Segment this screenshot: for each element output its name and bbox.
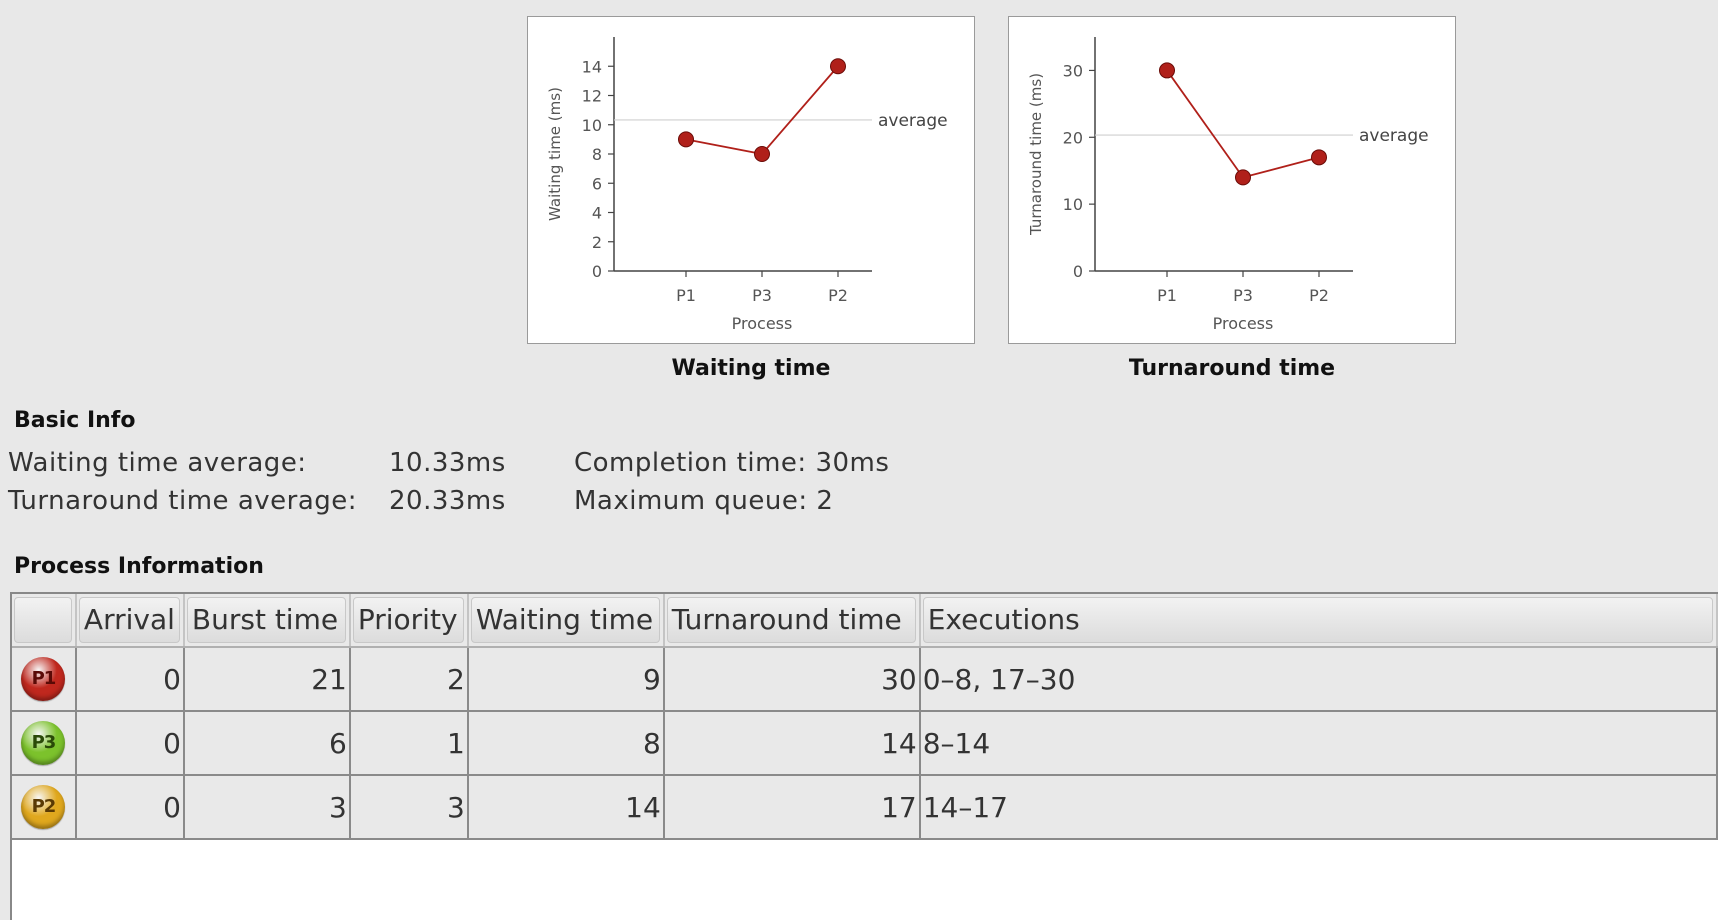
turnaround-time-chart: 0 10 20 30 Turnaround time (ms) P1 P3 P2 Process… — [1008, 16, 1456, 344]
waiting-chart-x-tick-label: P2 — [828, 286, 848, 305]
arrival-cell: 0 — [75, 775, 185, 840]
priority-cell: 1 — [349, 711, 469, 776]
waiting-chart-x-axis-label: Process — [732, 314, 793, 333]
waiting-time-cell: 8 — [467, 711, 665, 776]
table-row[interactable]: P1 0 21 2 9 30 0–8, 17–30 — [12, 647, 1718, 712]
waiting-chart-y-tick-label: 12 — [582, 87, 602, 106]
column-header-turnaround-time[interactable]: Turnaround time — [663, 594, 921, 648]
burst-time-cell: 21 — [183, 647, 351, 712]
waiting-chart-y-axis-label: Waiting time (ms) — [546, 87, 564, 221]
turnaround-chart-average-label: average — [1359, 126, 1429, 146]
turnaround-average-label: Turnaround time average: — [8, 486, 358, 516]
table-row[interactable]: P3 0 6 1 8 14 8–14 — [12, 711, 1718, 776]
waiting-chart-series-line — [685, 65, 839, 155]
turnaround-chart-y-tick-label: 30 — [1063, 61, 1083, 80]
table-header-row: Arrival Burst time Priority Waiting time… — [12, 594, 1718, 648]
process-table: Arrival Burst time Priority Waiting time… — [12, 594, 1718, 840]
info-row-1: Waiting time average: 10.33ms Completion… — [8, 448, 1008, 482]
process-badge-icon: P2 — [21, 785, 66, 829]
waiting-chart-data-point — [678, 131, 694, 148]
executions-cell: 8–14 — [919, 711, 1718, 776]
column-header-waiting-time[interactable]: Waiting time — [467, 594, 665, 648]
process-badge-icon: P1 — [21, 657, 66, 701]
process-info-title: Process Information — [14, 554, 264, 579]
turnaround-chart-x-axis-label: Process — [1213, 314, 1274, 333]
turnaround-chart-x-tick-label: P2 — [1309, 286, 1329, 305]
waiting-chart-y-tick-label: 2 — [592, 233, 602, 252]
waiting-average-label: Waiting time average: — [8, 448, 307, 478]
turnaround-chart-x-tick-label: P3 — [1233, 286, 1253, 305]
column-header-executions[interactable]: Executions — [919, 594, 1718, 648]
turnaround-chart-y-tick-label: 0 — [1073, 262, 1083, 281]
turnaround-time-chart-svg: 0 10 20 30 Turnaround time (ms) P1 P3 P2 Process… — [1027, 37, 1429, 333]
waiting-chart-x-tick-label: P1 — [676, 286, 696, 305]
turnaround-chart-data-point — [1159, 62, 1175, 79]
turnaround-chart-series-line — [1166, 69, 1320, 179]
burst-time-cell: 3 — [183, 775, 351, 840]
turnaround-chart-y-axis-label: Turnaround time (ms) — [1027, 73, 1045, 236]
waiting-chart-y-tick-label: 0 — [592, 262, 602, 281]
executions-cell: 0–8, 17–30 — [919, 647, 1718, 712]
turnaround-chart-data-point — [1311, 149, 1327, 166]
column-header-priority[interactable]: Priority — [349, 594, 469, 648]
waiting-time-chart-svg: 0 2 4 6 8 10 12 14 Waiting time (ms) P1 P3 P2 Proces… — [546, 37, 948, 333]
process-table-container[interactable]: Arrival Burst time Priority Waiting time… — [10, 592, 1718, 920]
waiting-time-cell: 9 — [467, 647, 665, 712]
waiting-time-cell: 14 — [467, 775, 665, 840]
waiting-chart-data-point — [830, 58, 846, 75]
turnaround-chart-data-point — [1235, 169, 1251, 186]
priority-cell: 2 — [349, 647, 469, 712]
waiting-time-chart: 0 2 4 6 8 10 12 14 Waiting time (ms) P1 P3 P2 Proces… — [527, 16, 975, 344]
process-badge-cell: P2 — [12, 775, 77, 840]
turnaround-chart-y-tick-label: 10 — [1063, 195, 1083, 214]
maximum-queue: Maximum queue: 2 — [574, 486, 834, 516]
turnaround-time-cell: 14 — [663, 711, 921, 776]
burst-time-cell: 6 — [183, 711, 351, 776]
waiting-chart-y-tick-label: 4 — [592, 204, 602, 223]
waiting-time-chart-caption: Waiting time — [671, 356, 831, 381]
turnaround-average-value: 20.33ms — [389, 486, 506, 516]
executions-cell: 14–17 — [919, 775, 1718, 840]
process-badge-cell: P3 — [12, 711, 77, 776]
info-row-2: Turnaround time average: 20.33ms Maximum… — [8, 486, 1008, 520]
waiting-chart-y-tick-label: 8 — [592, 145, 602, 164]
column-header-icon[interactable] — [12, 594, 77, 648]
basic-info-title: Basic Info — [14, 408, 136, 433]
waiting-chart-x-tick-label: P3 — [752, 286, 772, 305]
turnaround-chart-x-tick-label: P1 — [1157, 286, 1177, 305]
priority-cell: 3 — [349, 775, 469, 840]
arrival-cell: 0 — [75, 647, 185, 712]
column-header-burst-time[interactable]: Burst time — [183, 594, 351, 648]
arrival-cell: 0 — [75, 711, 185, 776]
completion-time: Completion time: 30ms — [574, 448, 890, 478]
waiting-average-value: 10.33ms — [389, 448, 506, 478]
turnaround-chart-y-tick-label: 20 — [1063, 128, 1083, 147]
turnaround-time-cell: 17 — [663, 775, 921, 840]
waiting-chart-y-tick-label: 6 — [592, 174, 602, 193]
process-badge-cell: P1 — [12, 647, 77, 712]
waiting-chart-average-label: average — [878, 111, 948, 131]
table-row[interactable]: P2 0 3 3 14 17 14–17 — [12, 775, 1718, 840]
column-header-arrival[interactable]: Arrival — [75, 594, 185, 648]
turnaround-time-chart-caption: Turnaround time — [1128, 356, 1336, 381]
waiting-chart-y-tick-label: 14 — [582, 57, 602, 76]
waiting-chart-data-point — [754, 146, 770, 162]
turnaround-time-cell: 30 — [663, 647, 921, 712]
waiting-chart-y-tick-label: 10 — [582, 116, 602, 135]
process-badge-icon: P3 — [21, 721, 66, 765]
